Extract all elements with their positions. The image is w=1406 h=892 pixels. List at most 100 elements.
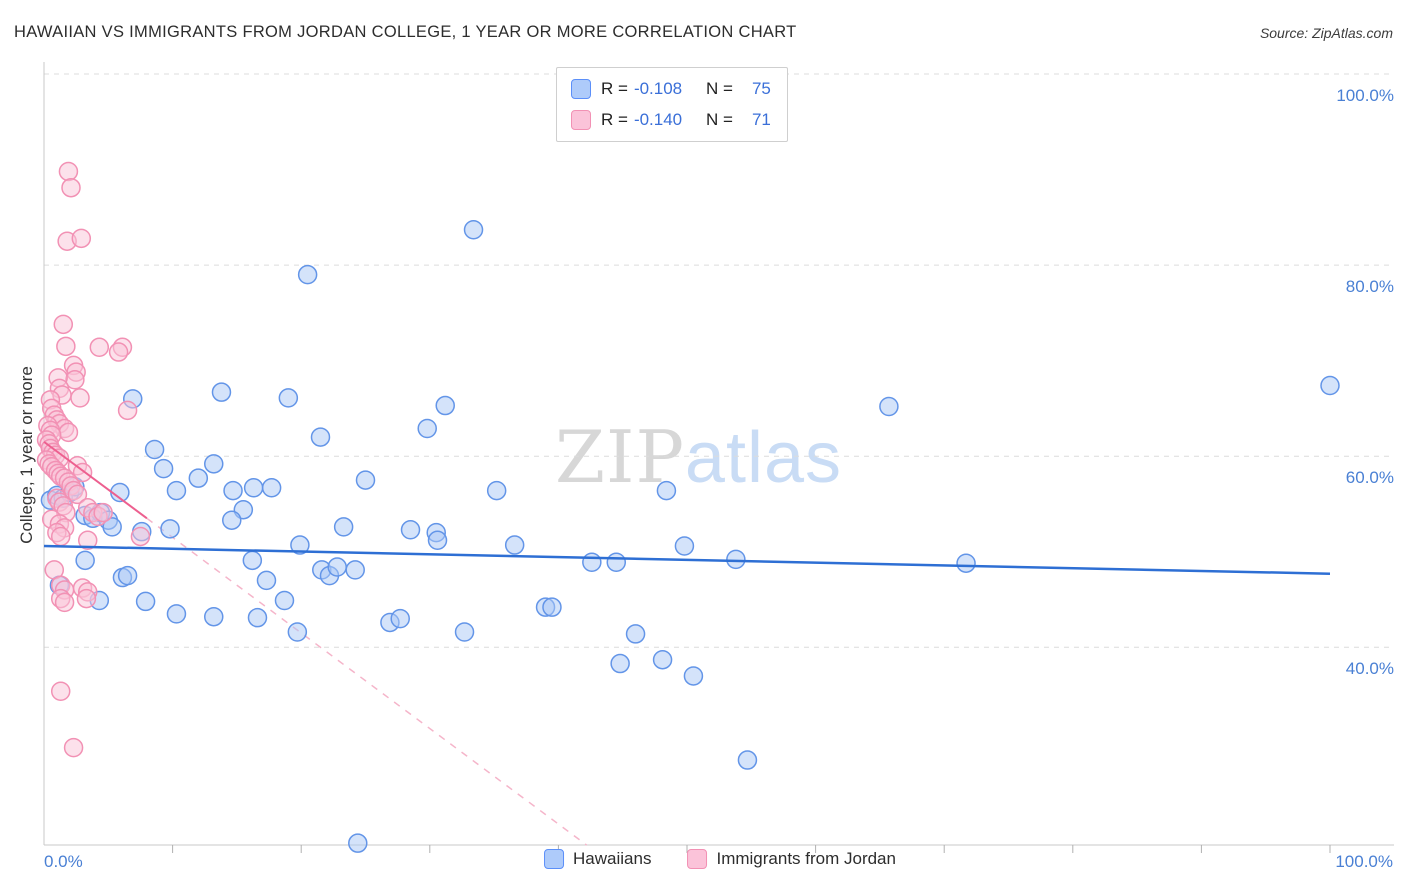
r-value-jordan: -0.140: [633, 110, 683, 129]
data-point-jordan: [93, 502, 113, 523]
data-point-hawaiians: [683, 666, 704, 686]
data-point-hawaiians: [348, 833, 368, 853]
data-point-hawaiians: [504, 535, 525, 555]
hawaiians-legend-label: Hawaiians: [573, 849, 652, 868]
jordan-legend-swatch-icon: [571, 110, 591, 130]
data-point-jordan: [61, 177, 81, 198]
data-point-hawaiians: [454, 622, 475, 642]
data-point-hawaiians: [290, 535, 310, 555]
data-point-hawaiians: [625, 624, 646, 644]
y-tick-60: 60.0%: [1345, 468, 1394, 487]
y-axis-title: College, 1 year or more: [17, 366, 36, 544]
data-point-hawaiians: [287, 622, 308, 642]
data-point-hawaiians: [400, 520, 421, 540]
data-point-jordan: [71, 228, 92, 249]
data-point-hawaiians: [582, 552, 602, 573]
data-point-hawaiians: [144, 439, 165, 460]
data-point-jordan: [77, 530, 98, 551]
x-tick-min: 0.0%: [44, 852, 83, 871]
data-point-hawaiians: [211, 382, 232, 402]
watermark-atlas: atlas: [684, 418, 843, 498]
n-value-hawaiians: 75: [751, 79, 771, 98]
y-tick-100: 100.0%: [1336, 86, 1394, 105]
hawaiians-swatch-icon: [544, 849, 565, 869]
data-point-hawaiians: [222, 510, 242, 530]
data-point-hawaiians: [261, 477, 282, 498]
data-point-jordan: [63, 737, 84, 758]
legend-row-jordan: R = -0.140 N = 71: [571, 107, 771, 133]
bottom-legend-jordan: Immigrants from Jordan: [687, 849, 896, 869]
bottom-legend-hawaiians: Hawaiians: [544, 849, 651, 869]
legend-row-hawaiians: R = -0.108 N = 75: [571, 76, 771, 102]
data-point-hawaiians: [333, 517, 354, 537]
bottom-legend: Hawaiians Immigrants from Jordan: [544, 849, 896, 869]
data-point-hawaiians: [956, 553, 976, 573]
data-point-hawaiians: [345, 560, 365, 580]
data-point-hawaiians: [390, 608, 410, 629]
data-point-hawaiians: [542, 597, 562, 617]
data-point-hawaiians: [204, 454, 224, 474]
r-value-hawaiians: -0.108: [633, 79, 683, 98]
data-point-hawaiians: [674, 536, 695, 556]
data-point-jordan: [76, 588, 97, 609]
data-point-hawaiians: [297, 264, 318, 285]
data-point-jordan: [50, 681, 71, 702]
data-point-hawaiians: [463, 219, 484, 240]
r-label: R =: [601, 79, 628, 98]
data-point-jordan: [89, 337, 110, 358]
data-point-hawaiians: [166, 604, 187, 624]
n-label: N =: [705, 79, 733, 98]
hawaiians-trend-line: [43, 544, 1331, 575]
data-point-hawaiians: [435, 395, 455, 416]
data-point-hawaiians: [117, 565, 138, 586]
data-point-hawaiians: [355, 470, 376, 490]
data-point-hawaiians: [274, 590, 295, 611]
data-point-jordan: [53, 314, 74, 335]
data-point-jordan: [117, 400, 138, 421]
x-tick-max: 100.0%: [1335, 852, 1393, 871]
data-point-hawaiians: [652, 649, 673, 670]
data-point-jordan: [58, 161, 79, 182]
data-point-hawaiians: [737, 750, 758, 770]
data-point-hawaiians: [726, 549, 746, 570]
data-point-hawaiians: [656, 480, 677, 501]
data-point-jordan: [67, 484, 88, 505]
y-tick-80: 80.0%: [1345, 277, 1394, 296]
data-point-jordan: [108, 342, 129, 362]
data-point-hawaiians: [153, 458, 174, 479]
data-point-jordan: [58, 422, 79, 443]
data-point-hawaiians: [327, 557, 347, 577]
data-point-hawaiians: [188, 468, 209, 488]
jordan-legend-label: Immigrants from Jordan: [716, 849, 896, 868]
data-point-hawaiians: [243, 477, 264, 498]
data-point-hawaiians: [427, 530, 448, 551]
n-label: N =: [705, 110, 733, 129]
data-point-hawaiians: [166, 480, 187, 501]
data-point-hawaiians: [610, 653, 630, 674]
data-point-hawaiians: [256, 570, 277, 591]
data-point-hawaiians: [486, 480, 507, 501]
data-point-jordan: [70, 388, 90, 408]
source-label: Source: ZipAtlas.com: [1259, 25, 1393, 41]
hawaiians-legend-swatch-icon: [571, 79, 591, 99]
data-point-hawaiians: [135, 591, 156, 612]
data-point-jordan: [130, 526, 151, 547]
data-point-hawaiians: [278, 388, 299, 408]
legend-box: R = -0.108 N = 75 R = -0.140 N = 71: [556, 67, 788, 142]
data-point-hawaiians: [223, 480, 243, 501]
data-point-hawaiians: [1320, 375, 1340, 396]
data-point-hawaiians: [102, 517, 122, 537]
jordan-trend-line: [43, 441, 148, 520]
jordan-trend-extension-line: [146, 517, 588, 846]
data-point-hawaiians: [242, 550, 263, 571]
data-point-hawaiians: [606, 552, 627, 573]
data-point-hawaiians: [247, 607, 268, 628]
n-value-jordan: 71: [751, 110, 771, 129]
page-title: HAWAIIAN VS IMMIGRANTS FROM JORDAN COLLE…: [14, 23, 797, 41]
data-point-hawaiians: [204, 606, 224, 627]
jordan-swatch-icon: [687, 849, 708, 869]
data-point-hawaiians: [879, 396, 899, 417]
data-point-jordan: [50, 526, 71, 547]
